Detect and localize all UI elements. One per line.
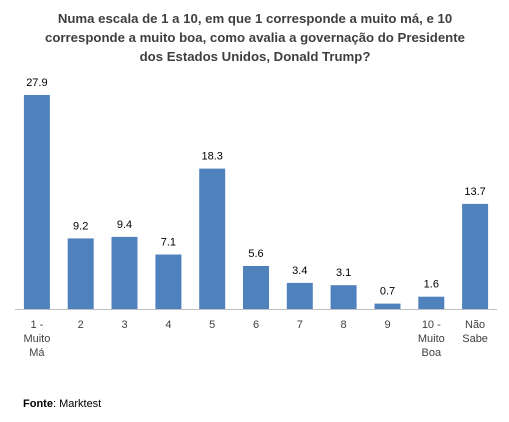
x-tick-label-line: Muito [418,333,445,345]
x-tick-label-11: Não Sabe [462,319,488,345]
x-tick-label-line: 6 [253,319,259,331]
bar-6 [243,266,269,309]
bar-11 [462,203,489,309]
x-tick-label-8: 8 [341,319,347,331]
data-label-8: 3.1 [336,267,351,279]
x-tick-label-line: Má [29,347,45,359]
chart-title-line-3: dos Estados Unidos, Donald Trump? [139,49,371,64]
x-tick-label-7: 7 [297,319,303,331]
data-label-6: 5.6 [248,248,263,260]
chart-title-line-2: corresponde a muito boa, como avalia a g… [45,30,465,45]
x-tick-label-line: 9 [384,319,390,331]
source-text: : Marktest [52,398,102,410]
x-tick-label-9: 9 [384,319,390,331]
x-tick-label-line: Sabe [462,333,488,345]
x-tick-label-line: 3 [121,319,127,331]
x-tick-label-line: Muito [23,333,50,345]
bar-1 [23,95,50,309]
x-tick-label-5: 5 [209,319,215,331]
chart-title: Numa escala de 1 a 10, em que 1 correspo… [40,9,470,66]
data-label-2: 9.2 [73,220,88,232]
data-label-3: 9.4 [117,219,132,231]
x-tick-label-line: 2 [78,319,84,331]
bar-7 [286,282,313,309]
x-tick-label-6: 6 [253,319,259,331]
source-note: Fonte: Marktest [23,398,101,410]
bar-9 [374,303,401,309]
x-tick-label-3: 3 [121,319,127,331]
x-tick-label-line: 8 [341,319,347,331]
data-label-10: 1.6 [424,279,439,291]
x-tick-label-line: 4 [165,319,171,331]
data-label-9: 0.7 [380,286,395,298]
x-tick-label-1: 1 - Muito Má [23,319,50,359]
x-tick-label-line: 10 - [422,319,441,331]
data-label-7: 3.4 [292,265,307,277]
data-label-1: 27.9 [26,77,47,89]
bar-4 [155,254,182,309]
x-tick-label-4: 4 [165,319,171,331]
x-tick-label-line: 7 [297,319,303,331]
bar-2 [67,238,94,309]
data-label-11: 13.7 [464,186,485,198]
bar-5 [199,168,226,309]
chart-title-line-1: Numa escala de 1 a 10, em que 1 correspo… [57,11,453,26]
bar-10 [418,296,445,309]
bar-8 [330,285,357,309]
data-label-5: 18.3 [201,151,222,163]
source-label: Fonte [23,398,53,410]
x-tick-label-10: 10 - Muito Boa [418,319,445,359]
bar-3 [111,236,138,309]
x-tick-label-line: Não [465,319,485,331]
x-tick-label-line: 5 [209,319,215,331]
x-tick-label-2: 2 [78,319,84,331]
x-tick-label-line: 1 - [30,319,43,331]
data-label-4: 7.1 [161,237,176,249]
x-tick-label-line: Boa [422,347,442,359]
